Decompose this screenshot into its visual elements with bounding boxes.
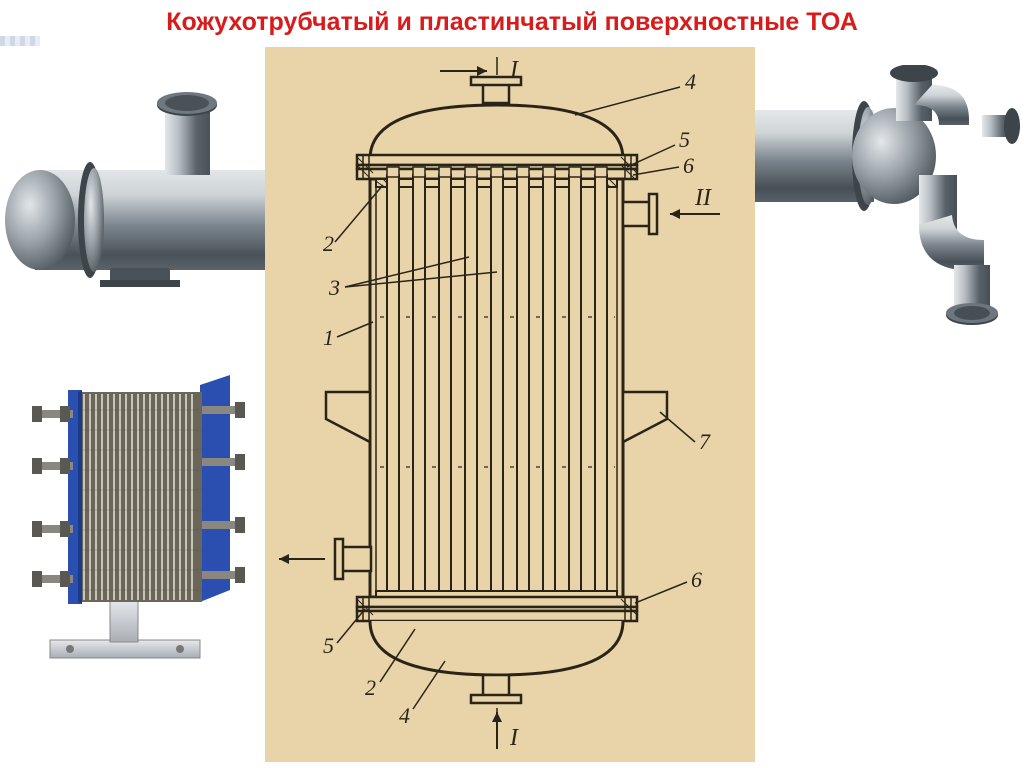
callout-4-bottom: 4	[399, 703, 410, 728]
callout-5-bottom: 5	[323, 633, 334, 658]
callout-5-top: 5	[679, 127, 690, 152]
callout-6-top: 6	[683, 153, 694, 178]
callout-1: 1	[323, 325, 334, 350]
callout-4-top: 4	[685, 69, 696, 94]
decorative-stripe	[0, 36, 40, 46]
shell-tube-3d-top	[0, 70, 290, 290]
flow-label-I-bottom: I	[509, 725, 519, 751]
callout-6-bottom: 6	[691, 567, 702, 592]
callout-2-bottom: 2	[365, 675, 376, 700]
callout-7: 7	[699, 429, 711, 454]
shell-tube-3d-right	[754, 65, 1024, 355]
callout-3: 3	[328, 275, 340, 300]
callout-2-top: 2	[323, 231, 334, 256]
plate-heat-exchanger	[30, 370, 260, 670]
shell-tube-cross-section: I II	[265, 47, 755, 762]
flow-label-II: II	[694, 185, 712, 211]
page-title: Кожухотрубчатый и пластинчатый поверхнос…	[0, 8, 1024, 37]
